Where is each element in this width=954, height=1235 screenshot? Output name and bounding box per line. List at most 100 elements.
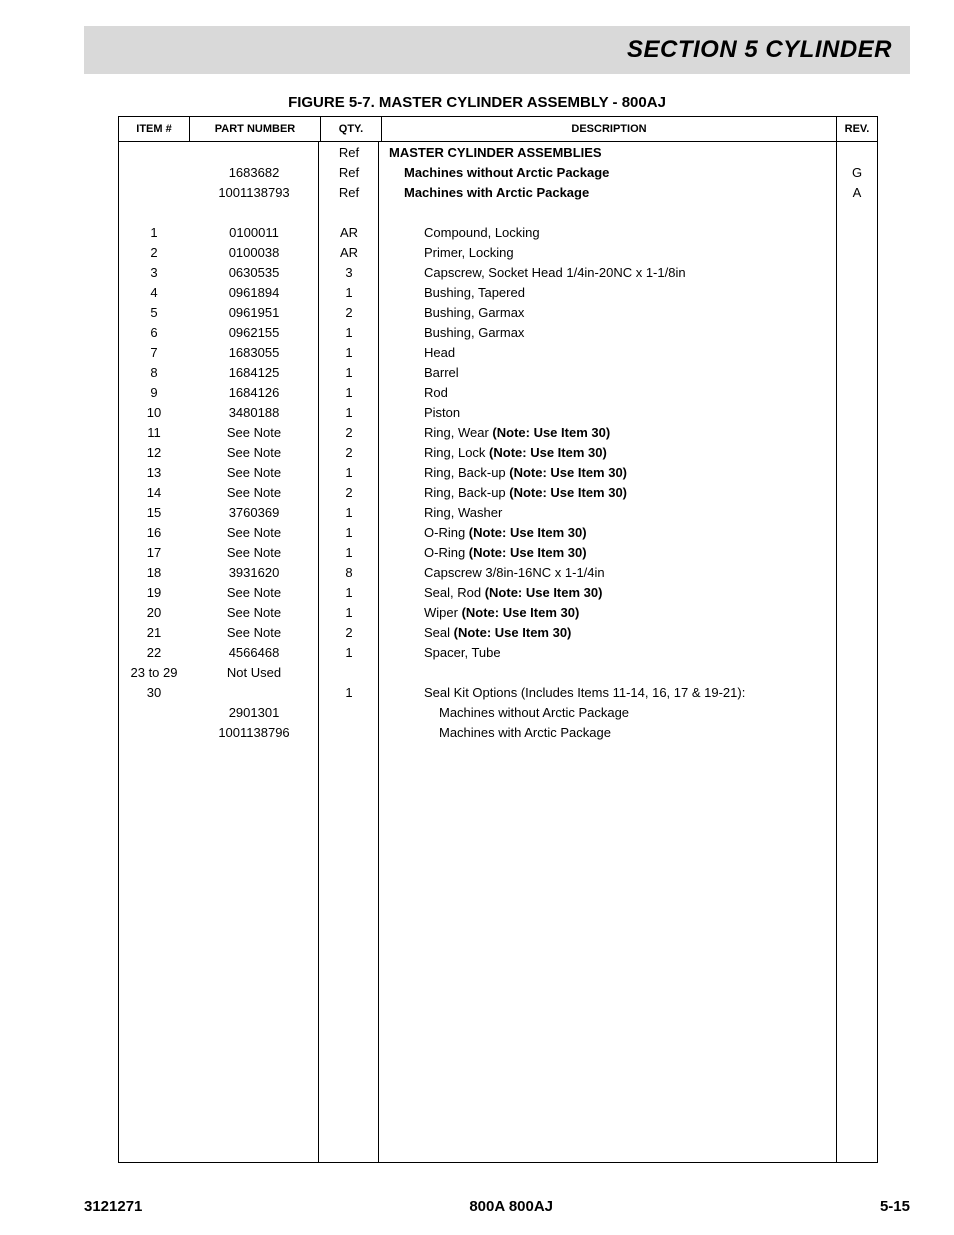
- cell-description: Seal, Rod (Note: Use Item 30): [379, 585, 837, 600]
- cell-item: 5: [119, 305, 189, 320]
- table-row: 2901301Machines without Arctic Package: [119, 702, 877, 722]
- cell-item: 3: [119, 265, 189, 280]
- note-text: (Note: Use Item 30): [469, 545, 587, 560]
- cell-item: 16: [119, 525, 189, 540]
- cell-item: 22: [119, 645, 189, 660]
- cell-qty: 2: [319, 305, 379, 320]
- section-header-band: SECTION 5 CYLINDER: [84, 26, 910, 74]
- cell-qty: 2: [319, 625, 379, 640]
- cell-part-number: 3931620: [189, 565, 319, 580]
- cell-qty: 1: [319, 505, 379, 520]
- cell-item: 11: [119, 425, 189, 440]
- cell-part-number: 0961894: [189, 285, 319, 300]
- cell-item: 21: [119, 625, 189, 640]
- cell-description: Machines with Arctic Package: [379, 185, 837, 200]
- cell-part-number: 1683055: [189, 345, 319, 360]
- table-row: 301Seal Kit Options (Includes Items 11-1…: [119, 682, 877, 702]
- cell-description: Barrel: [379, 365, 837, 380]
- cell-item: 19: [119, 585, 189, 600]
- cell-qty: AR: [319, 225, 379, 240]
- cell-part-number: 3480188: [189, 405, 319, 420]
- cell-description: Seal (Note: Use Item 30): [379, 625, 837, 640]
- cell-part-number: 3760369: [189, 505, 319, 520]
- footer-center: 800A 800AJ: [469, 1198, 553, 1215]
- cell-part-number: 4566468: [189, 645, 319, 660]
- cell-item: 14: [119, 485, 189, 500]
- table-row: 409618941Bushing, Tapered: [119, 282, 877, 302]
- cell-item: 10: [119, 405, 189, 420]
- cell-qty: 1: [319, 685, 379, 700]
- cell-qty: 2: [319, 445, 379, 460]
- cell-rev: A: [837, 185, 877, 200]
- cell-description: Bushing, Garmax: [379, 325, 837, 340]
- cell-item: 30: [119, 685, 189, 700]
- cell-description: Ring, Back-up (Note: Use Item 30): [379, 465, 837, 480]
- cell-description: Piston: [379, 405, 837, 420]
- table-row: 306305353Capscrew, Socket Head 1/4in-20N…: [119, 262, 877, 282]
- cell-item: 15: [119, 505, 189, 520]
- cell-item: 8: [119, 365, 189, 380]
- cell-item: 23 to 29: [119, 665, 189, 680]
- table-row: 16See Note1O-Ring (Note: Use Item 30): [119, 522, 877, 542]
- col-header-part: PART NUMBER: [190, 117, 321, 141]
- cell-qty: 1: [319, 645, 379, 660]
- cell-part-number: Not Used: [189, 665, 319, 680]
- cell-qty: 1: [319, 325, 379, 340]
- note-text: (Note: Use Item 30): [509, 485, 627, 500]
- table-row: 2245664681Spacer, Tube: [119, 642, 877, 662]
- note-text: (Note: Use Item 30): [492, 425, 610, 440]
- cell-description: Machines with Arctic Package: [379, 725, 837, 740]
- cell-description: Ring, Lock (Note: Use Item 30): [379, 445, 837, 460]
- cell-description: MASTER CYLINDER ASSEMBLIES: [379, 145, 837, 160]
- col-header-qty: QTY.: [321, 117, 382, 141]
- table-row: 716830551Head: [119, 342, 877, 362]
- table-row: 11See Note2Ring, Wear (Note: Use Item 30…: [119, 422, 877, 442]
- cell-description: Head: [379, 345, 837, 360]
- cell-part-number: 1001138793: [189, 185, 319, 200]
- page: SECTION 5 CYLINDER FIGURE 5-7. MASTER CY…: [0, 0, 954, 1235]
- note-text: (Note: Use Item 30): [509, 465, 627, 480]
- cell-qty: 1: [319, 585, 379, 600]
- table-row: [119, 202, 877, 222]
- note-text: (Note: Use Item 30): [469, 525, 587, 540]
- cell-item: 9: [119, 385, 189, 400]
- cell-part-number: See Note: [189, 625, 319, 640]
- cell-part-number: 1683682: [189, 165, 319, 180]
- cell-description: Ring, Washer: [379, 505, 837, 520]
- table-divider: [836, 142, 837, 1162]
- cell-qty: 1: [319, 345, 379, 360]
- cell-description: Rod: [379, 385, 837, 400]
- cell-qty: 1: [319, 365, 379, 380]
- cell-item: 12: [119, 445, 189, 460]
- cell-part-number: 1684126: [189, 385, 319, 400]
- cell-qty: Ref: [319, 145, 379, 160]
- cell-description: Machines without Arctic Package: [379, 165, 837, 180]
- cell-part-number: See Note: [189, 525, 319, 540]
- cell-qty: 1: [319, 285, 379, 300]
- table-row: 21See Note2Seal (Note: Use Item 30): [119, 622, 877, 642]
- cell-qty: 1: [319, 545, 379, 560]
- table-row: 20See Note1Wiper (Note: Use Item 30): [119, 602, 877, 622]
- footer-left: 3121271: [84, 1198, 142, 1215]
- cell-qty: 1: [319, 465, 379, 480]
- cell-description: O-Ring (Note: Use Item 30): [379, 525, 837, 540]
- cell-part-number: See Note: [189, 545, 319, 560]
- page-footer: 3121271 800A 800AJ 5-15: [84, 1198, 910, 1215]
- cell-qty: 1: [319, 605, 379, 620]
- cell-item: 6: [119, 325, 189, 340]
- col-header-rev: REV.: [837, 117, 877, 141]
- table-row: 13See Note1Ring, Back-up (Note: Use Item…: [119, 462, 877, 482]
- note-text: (Note: Use Item 30): [454, 625, 572, 640]
- cell-rev: G: [837, 165, 877, 180]
- cell-description: Compound, Locking: [379, 225, 837, 240]
- table-row: 916841261Rod: [119, 382, 877, 402]
- table-row: 20100038ARPrimer, Locking: [119, 242, 877, 262]
- cell-part-number: See Note: [189, 465, 319, 480]
- cell-description: Capscrew 3/8in-16NC x 1-1/4in: [379, 565, 837, 580]
- table-row: RefMASTER CYLINDER ASSEMBLIES: [119, 142, 877, 162]
- table-row: 10100011ARCompound, Locking: [119, 222, 877, 242]
- table-row: 816841251Barrel: [119, 362, 877, 382]
- table-row: 14See Note2Ring, Back-up (Note: Use Item…: [119, 482, 877, 502]
- table-header-row: ITEM # PART NUMBER QTY. DESCRIPTION REV.: [119, 117, 877, 142]
- cell-part-number: 0961951: [189, 305, 319, 320]
